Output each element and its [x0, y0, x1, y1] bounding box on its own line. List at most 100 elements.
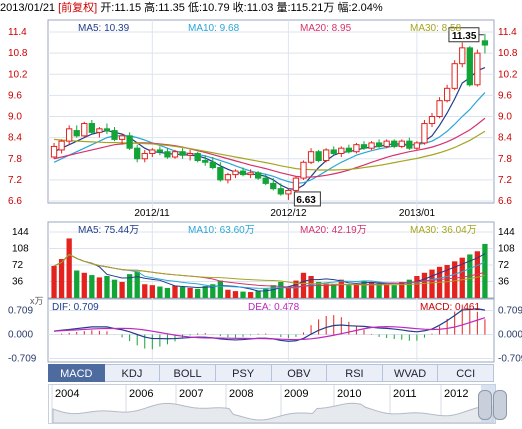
volume-bar	[202, 286, 208, 298]
volume-bar	[338, 279, 344, 298]
price-ma-legend: MA5: 10.39	[78, 23, 130, 34]
candle-body	[443, 87, 451, 102]
price-ma20-line	[53, 117, 486, 178]
price-axis-tick-left: 7.8	[8, 154, 22, 165]
volume-axis-tick-right: 72	[498, 260, 510, 271]
macd-axis-tick-right: -0.709	[498, 354, 522, 365]
candle-body	[285, 189, 292, 195]
price-ma-legend: MA10: 9.68	[188, 23, 240, 34]
candle-body	[459, 47, 466, 65]
volume-bar	[459, 257, 465, 298]
high-price: 高:11.35	[144, 2, 185, 14]
volume-bar	[421, 272, 428, 298]
candle-body	[50, 145, 58, 158]
volume-ma-line	[53, 253, 486, 286]
candle-body	[149, 149, 156, 154]
volume-bar	[315, 281, 322, 298]
timeline-year-label: 2009	[284, 388, 308, 400]
volume-bar	[263, 288, 269, 298]
candle-body	[383, 140, 390, 147]
volume-bar	[232, 291, 239, 298]
candle-body	[171, 151, 179, 158]
tab-kdj[interactable]: KDJ	[104, 364, 161, 382]
candle-body	[126, 135, 133, 149]
volume-bar	[368, 281, 375, 298]
macd-axis-tick-left: -0.709	[8, 354, 37, 365]
volume-bar	[58, 259, 65, 298]
volume-bar	[414, 276, 420, 298]
adjust-mode-label[interactable]: [前复权]	[58, 2, 98, 14]
volume-bar	[399, 281, 405, 298]
price-axis-tick-left: 9.6	[8, 90, 22, 101]
volume-axis-tick-right: 36	[498, 277, 510, 288]
volume-axis-tick-right: 108	[498, 244, 515, 255]
high-callout-label: 11.35	[452, 31, 477, 42]
volume-bar	[308, 276, 314, 298]
volume-bar	[217, 280, 223, 298]
price-axis-tick-left: 10.8	[8, 48, 28, 59]
candle-body	[481, 40, 489, 46]
candle-body	[73, 130, 80, 137]
volume-bar	[270, 285, 276, 298]
candle-body	[398, 140, 405, 147]
timeline-year-label: 2004	[55, 388, 79, 400]
candle-body	[232, 170, 239, 176]
volume-bar	[323, 283, 329, 298]
candle-body	[391, 140, 398, 147]
price-ma10-line	[53, 92, 486, 185]
tab-macd[interactable]: MACD	[48, 364, 105, 382]
volume-bar	[134, 271, 140, 298]
timeline-year-label: 2011	[393, 388, 417, 400]
volume-axis-tick-left: 108	[12, 244, 29, 255]
candle-body	[413, 142, 421, 149]
candle-body	[292, 177, 300, 191]
volume-bar	[81, 272, 87, 298]
candle-body	[81, 123, 88, 137]
tab-obv[interactable]: OBV	[271, 364, 328, 382]
dea-legend: DEA: 0.478	[248, 302, 300, 313]
date-axis-tick: 2013/01	[399, 208, 436, 219]
timeline-year-label: 2008	[229, 388, 253, 400]
volume-bar	[164, 287, 171, 298]
tab-cci[interactable]: CCI	[438, 364, 494, 382]
candle-body	[466, 47, 473, 86]
candle-body	[164, 151, 171, 158]
candle-body	[209, 161, 216, 169]
candle-body	[451, 63, 458, 89]
volume-bar	[89, 275, 95, 298]
volume-bar	[331, 284, 337, 298]
candle-body	[406, 140, 413, 149]
volume-ma-legend: MA5: 75.44万	[78, 225, 139, 236]
candle-body	[262, 177, 269, 184]
volume-unit-label: x万	[30, 296, 44, 306]
tab-boll[interactable]: BOLL	[160, 364, 216, 382]
candle-body	[277, 188, 284, 195]
volume-bar	[126, 274, 133, 298]
candle-body	[428, 116, 436, 125]
candle-body	[375, 142, 383, 147]
volume-axis-tick-left: 72	[12, 260, 24, 271]
price-axis-tick-right: 9.6	[498, 90, 512, 101]
stock-chart[interactable]: 11.4 11.4 10.8 10.8 10.2 10.2 9.6 9.6 9.0 9.0 8.4 8…	[0, 0, 522, 364]
volume-axis-tick-right: 144	[498, 227, 515, 238]
tab-wvad[interactable]: WVAD	[382, 364, 439, 382]
history-timeline[interactable]: 2004 2006 2007 2008 2009 2010 2011 2012	[48, 384, 496, 424]
date-axis-tick: 2012/11	[134, 208, 170, 219]
volume-bar	[51, 265, 57, 298]
candle-body	[368, 142, 375, 149]
tab-rsi[interactable]: RSI	[327, 364, 383, 382]
price-axis-tick-right: 6.6	[498, 196, 512, 207]
candle-body	[156, 149, 164, 153]
candle-body	[224, 174, 232, 181]
price-axis-tick-right: 9.0	[498, 112, 512, 123]
volume-ma-legend: MA30: 36.04万	[410, 225, 477, 236]
candle-body	[323, 149, 330, 162]
tab-psy[interactable]: PSY	[215, 364, 272, 382]
candle-body	[255, 172, 262, 179]
candle-body	[179, 151, 186, 156]
range-handle-right[interactable]	[493, 390, 507, 420]
volume-bar	[149, 285, 155, 298]
range-handle-left[interactable]	[478, 390, 492, 420]
low-price: 低:10.79	[188, 2, 230, 14]
volume-bar	[376, 283, 382, 298]
